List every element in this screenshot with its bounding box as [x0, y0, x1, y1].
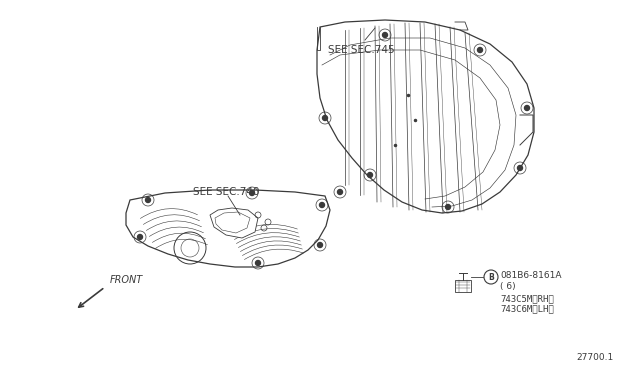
Text: 27700.1: 27700.1	[577, 353, 614, 362]
Text: B: B	[488, 273, 494, 282]
Circle shape	[323, 115, 328, 121]
Polygon shape	[215, 212, 250, 233]
Circle shape	[317, 243, 323, 247]
Circle shape	[250, 190, 255, 196]
Circle shape	[138, 234, 143, 240]
Text: SEE SEC.745: SEE SEC.745	[328, 45, 395, 55]
Circle shape	[383, 32, 387, 38]
Polygon shape	[126, 190, 330, 267]
Circle shape	[445, 205, 451, 209]
Circle shape	[367, 173, 372, 177]
Text: SEE SEC.740: SEE SEC.740	[193, 187, 259, 197]
Bar	[455, 280, 471, 292]
Circle shape	[525, 106, 529, 110]
Polygon shape	[210, 208, 258, 238]
Text: 743C6M（LH）: 743C6M（LH）	[500, 305, 554, 314]
Circle shape	[337, 189, 342, 195]
Text: 081B6-8161A: 081B6-8161A	[500, 272, 561, 280]
Circle shape	[145, 198, 150, 202]
Text: ( 6): ( 6)	[500, 282, 516, 291]
Circle shape	[319, 202, 324, 208]
Circle shape	[255, 260, 260, 266]
Circle shape	[518, 166, 522, 170]
Polygon shape	[317, 20, 534, 213]
Text: 743C5M（RH）: 743C5M（RH）	[500, 295, 554, 304]
Text: FRONT: FRONT	[110, 275, 143, 285]
Circle shape	[477, 48, 483, 52]
